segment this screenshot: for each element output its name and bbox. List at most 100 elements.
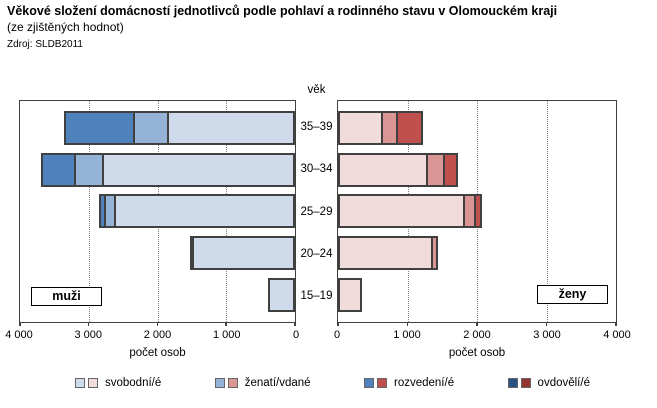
legend-swatch-men <box>214 378 225 388</box>
legend-item: ovdovělí/é <box>507 377 590 389</box>
bar-row-35–39 <box>20 107 295 149</box>
bar-segment-svobodní/é <box>338 194 466 229</box>
legend-swatch-women <box>227 378 238 388</box>
chart-panel-women: ženy <box>337 100 617 326</box>
bar-row-20–24 <box>338 232 616 274</box>
bar-segment-svobodní/é <box>338 152 428 187</box>
bar-segment-svobodní/é <box>338 278 363 313</box>
stacked-bar <box>20 110 295 145</box>
bar-row-30–34 <box>338 149 616 191</box>
bar-segment-svobodní/é <box>168 110 295 145</box>
age-label: 15–19 <box>300 289 333 302</box>
legend-label: svobodní/é <box>105 377 162 389</box>
chart-legend: svobodní/é ženatí/vdané rozvedení/é ovdověl… <box>75 377 590 389</box>
bar-segment-ženatí/vdané <box>134 110 169 145</box>
age-label: 30–34 <box>300 163 333 176</box>
stacked-bar <box>20 194 295 229</box>
x-tick-label: 3 000 <box>74 329 103 341</box>
x-axis-ticks-men: 4 000 3 000 2 000 1 000 0 <box>5 329 300 342</box>
bar-row-25–29 <box>338 191 616 233</box>
x-tick-label: 0 <box>292 329 300 341</box>
x-axis-label-men: počet osob <box>129 347 186 359</box>
stacked-bar <box>20 236 295 271</box>
axis-tick-mark <box>294 322 296 326</box>
bar-row-35–39 <box>338 107 616 149</box>
bar-segment-ženatí/vdané <box>76 152 104 187</box>
stacked-bar <box>20 152 295 187</box>
axis-tick-mark <box>19 322 21 326</box>
stacked-bar <box>338 278 616 313</box>
x-tick-label: 2 000 <box>143 329 172 341</box>
legend-label: ovdovělí/é <box>537 377 590 389</box>
bar-segment-svobodní/é <box>338 110 384 145</box>
bar-segment-rozvedení/é <box>445 152 458 187</box>
panel-label-women: ženy <box>537 285 608 304</box>
bar-segment-rozvedení/é <box>476 194 482 229</box>
legend-label: rozvedení/é <box>394 377 455 389</box>
bar-row-15–19 <box>338 274 616 316</box>
bar-row-20–24 <box>20 232 295 274</box>
stacked-bar <box>20 278 295 313</box>
axis-tick-mark <box>406 322 408 326</box>
gridline <box>546 101 548 322</box>
legend-swatch-men <box>75 378 85 388</box>
bar-segment-svobodní/é <box>103 152 295 187</box>
bar-segment-ženatí/vdané <box>105 194 116 229</box>
bar-segment-ženatí/vdané <box>189 236 194 271</box>
bar-segment-svobodní/é <box>338 236 434 271</box>
stacked-bar <box>338 152 616 187</box>
age-category-labels: 35–39 30–34 25–29 20–24 15–19 <box>296 100 337 323</box>
legend-swatch-women <box>88 378 98 388</box>
axis-tick-mark <box>545 322 547 326</box>
bar-row-25–29 <box>20 191 295 233</box>
bar-segment-svobodní/é <box>115 194 295 229</box>
axis-tick-mark <box>615 322 617 326</box>
legend-swatch-men <box>507 378 518 388</box>
axis-tick-mark <box>87 322 90 326</box>
x-tick-label: 1 000 <box>212 329 241 341</box>
page-subtitle: (ze zjištěných hodnot) <box>7 20 124 34</box>
bar-segment-ženatí/vdané <box>427 152 446 187</box>
bar-row-15–19 <box>20 274 295 316</box>
axis-tick-mark <box>225 322 227 326</box>
bar-segment-ženatí/vdané <box>383 110 399 145</box>
bar-segment-svobodní/é <box>267 278 295 313</box>
age-label: 20–24 <box>300 247 333 260</box>
bar-segment-rozvedení/é <box>398 110 424 145</box>
legend-item: rozvedení/é <box>364 377 454 389</box>
bar-segment-ženatí/vdané <box>433 236 439 271</box>
axis-tick-mark <box>476 322 478 326</box>
x-tick-label: 2 000 <box>463 329 491 341</box>
x-tick-label: 0 <box>333 329 341 341</box>
bar-segment-rozvedení/é <box>64 110 135 145</box>
legend-swatch-women <box>520 378 531 388</box>
bar-row-30–34 <box>20 149 295 191</box>
gridline <box>88 101 90 322</box>
legend-swatch-women <box>377 378 387 388</box>
legend-item: ženatí/vdané <box>214 377 311 389</box>
bar-segment-ženatí/vdané <box>465 194 477 229</box>
age-label: 35–39 <box>300 121 333 134</box>
x-tick-label: 4 000 <box>5 329 33 341</box>
x-tick-label: 3 000 <box>533 329 561 341</box>
bar-segment-rozvedení/é <box>40 152 77 187</box>
x-tick-label: 4 000 <box>603 329 631 341</box>
bar-segment-svobodní/é <box>193 236 295 271</box>
chart-panel-men: muži <box>19 100 296 326</box>
axis-tick-mark <box>156 322 158 326</box>
x-axis-ticks-women: 0 1 000 2 000 3 000 4 000 <box>333 329 631 342</box>
panel-label-men: muži <box>31 287 102 306</box>
page-title: Věkové složení domácností jednotlivců po… <box>7 4 558 18</box>
x-axis-label-women: počet osob <box>448 347 506 359</box>
x-tick-label: 1 000 <box>393 329 421 341</box>
bar-segment-rozvedení/é <box>99 194 106 229</box>
source-note: Zdroj: SLDB2011 <box>7 39 83 50</box>
age-axis-header: věk <box>307 84 326 96</box>
stacked-bar <box>338 236 616 271</box>
age-label: 25–29 <box>300 205 333 218</box>
legend-item: svobodní/é <box>75 377 161 389</box>
legend-label: ženatí/vdané <box>244 377 311 389</box>
legend-swatch-men <box>364 378 374 388</box>
stacked-bar <box>338 194 616 229</box>
stacked-bar <box>338 110 616 145</box>
